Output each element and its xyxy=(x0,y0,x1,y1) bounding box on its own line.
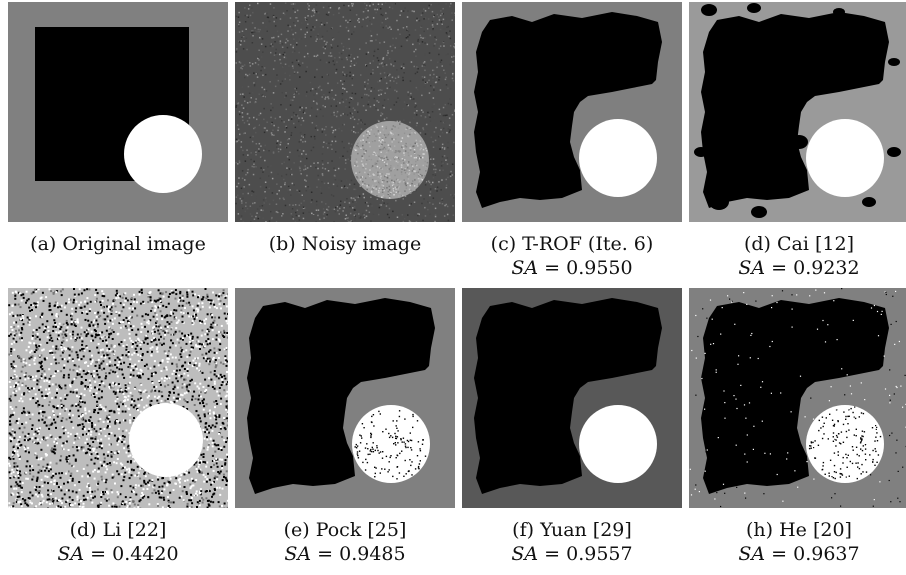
panel-original: (a) Original image xyxy=(8,2,228,256)
black-region xyxy=(474,298,662,494)
sa-score: SA = 0.9637 xyxy=(738,543,860,565)
image-he xyxy=(689,288,906,508)
caption-text: (f) Yuan [29] xyxy=(512,519,632,541)
caption-text: (h) He [20] xyxy=(746,519,852,541)
artifact-spot xyxy=(751,206,767,218)
white-disc xyxy=(579,405,657,483)
black-region xyxy=(474,12,662,208)
sa-score: SA = 0.9232 xyxy=(738,257,860,279)
caption-text: (d) Cai [12] xyxy=(743,233,854,255)
panel-he: (h) He [20] SA = 0.9637 xyxy=(689,288,906,566)
white-disc xyxy=(129,403,203,477)
caption: (d) Li [22] SA = 0.4420 xyxy=(8,518,228,566)
black-region xyxy=(247,298,435,494)
caption: (h) He [20] SA = 0.9637 xyxy=(689,518,906,566)
caption: (f) Yuan [29] SA = 0.9557 xyxy=(462,518,682,566)
black-region xyxy=(701,298,889,494)
artifact-spot xyxy=(862,197,876,207)
caption: (c) T-ROF (Ite. 6) SA = 0.9550 xyxy=(462,232,682,280)
image-li xyxy=(8,288,228,508)
caption-text: (e) Pock [25] xyxy=(283,519,407,541)
sa-score: SA = 0.9557 xyxy=(511,543,633,565)
artifact-spot xyxy=(694,147,708,157)
caption: (b) Noisy image xyxy=(235,232,455,256)
artifact-spot xyxy=(701,4,717,16)
white-disc xyxy=(352,405,430,483)
sa-score: SA = 0.9485 xyxy=(284,543,406,565)
artifact-spot xyxy=(790,135,808,149)
artifact-spot xyxy=(747,3,761,13)
image-noisy xyxy=(235,2,455,222)
black-region xyxy=(701,12,889,208)
white-disc xyxy=(579,119,657,197)
image-cai xyxy=(689,2,906,222)
panel-trof: (c) T-ROF (Ite. 6) SA = 0.9550 xyxy=(462,2,682,280)
sa-score: SA = 0.4420 xyxy=(57,543,179,565)
panel-cai: (d) Cai [12] SA = 0.9232 xyxy=(689,2,906,280)
caption-text: (c) T-ROF (Ite. 6) xyxy=(490,233,654,255)
image-trof xyxy=(462,2,682,222)
panel-yuan: (f) Yuan [29] SA = 0.9557 xyxy=(462,288,682,566)
caption-text: (d) Li [22] xyxy=(69,519,167,541)
panel-pock: (e) Pock [25] SA = 0.9485 xyxy=(235,288,455,566)
caption-text: (a) Original image xyxy=(30,233,206,255)
artifact-spot xyxy=(833,8,845,16)
sa-score: SA = 0.9550 xyxy=(511,257,633,279)
white-disc xyxy=(124,115,202,193)
panel-li: (d) Li [22] SA = 0.4420 xyxy=(8,288,228,566)
panel-noisy: (b) Noisy image xyxy=(235,2,455,256)
white-disc xyxy=(806,405,884,483)
caption-text: (b) Noisy image xyxy=(268,233,422,255)
image-yuan xyxy=(462,288,682,508)
noise-base xyxy=(235,2,455,222)
image-original xyxy=(8,2,228,222)
artifact-spot xyxy=(887,147,901,157)
caption: (e) Pock [25] SA = 0.9485 xyxy=(235,518,455,566)
caption: (a) Original image xyxy=(8,232,228,256)
white-disc xyxy=(806,119,884,197)
artifact-spot xyxy=(888,58,900,66)
caption: (d) Cai [12] SA = 0.9232 xyxy=(689,232,906,280)
artifact-spot xyxy=(709,194,729,210)
image-pock xyxy=(235,288,455,508)
